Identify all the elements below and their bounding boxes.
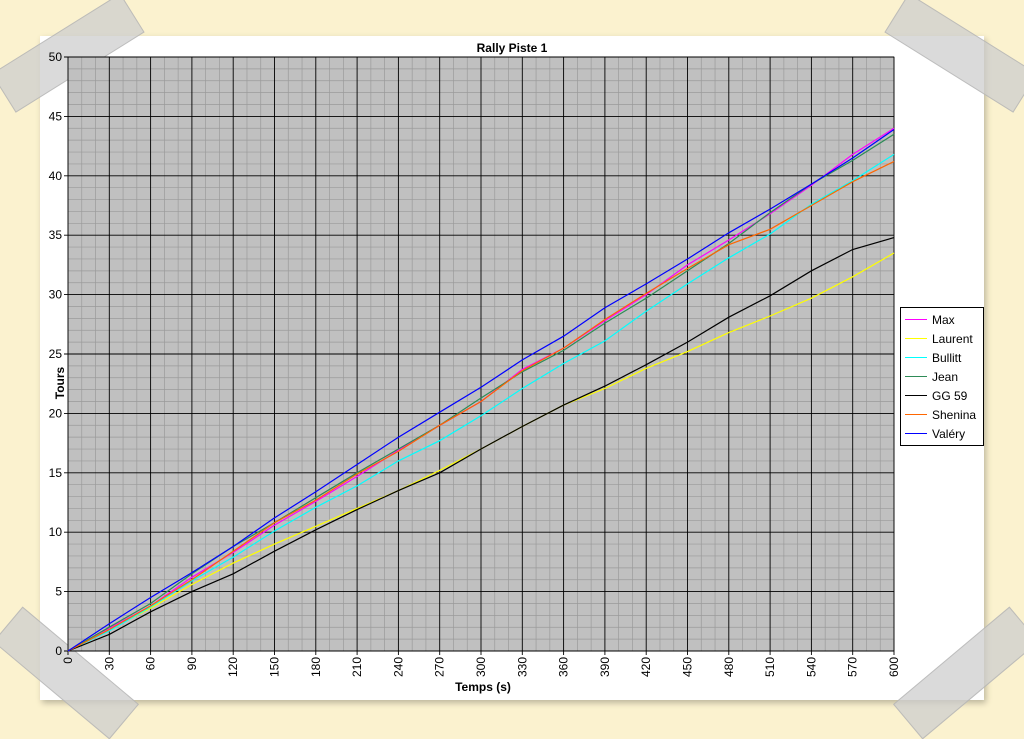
x-tick-label: 390 [598, 657, 612, 677]
legend-item: Bullitt [901, 348, 983, 367]
x-axis-label: Temps (s) [455, 680, 511, 694]
y-tick-label: 50 [49, 50, 63, 64]
series-line-gg-59 [67, 237, 895, 652]
series-line-shenina [67, 160, 895, 652]
legend-label: Jean [932, 369, 959, 384]
y-tick-label: 35 [49, 228, 63, 242]
x-tick-label: 570 [846, 657, 860, 677]
y-tick-label: 45 [49, 109, 63, 123]
x-tick-label: 0 [61, 657, 75, 664]
y-tick-label: 40 [49, 169, 63, 183]
x-tick-label: 480 [722, 657, 736, 677]
legend-label: Shenina [932, 407, 977, 422]
legend-label: Laurent [932, 331, 973, 346]
x-tick-labels: 0 30 60 90 120 150 180 210 240 270 300 330 360 390 420… [61, 657, 901, 677]
legend-swatch [905, 338, 927, 339]
legend-swatch [905, 433, 927, 434]
y-tick-labels: 0 5 10 15 20 25 30 35 40 45 50 [49, 50, 63, 658]
y-tick-label: 10 [49, 525, 63, 539]
y-tick-label: 15 [49, 466, 63, 480]
legend-item: Valéry [901, 424, 983, 443]
chart-legend: Max Laurent Bullitt Jean GG 59 Shenina Valéry [900, 307, 984, 446]
series-line-val-ry [67, 129, 895, 652]
legend-label: Valéry [932, 426, 966, 441]
chart-title: Rally Piste 1 [477, 41, 548, 55]
legend-swatch [905, 376, 927, 377]
y-tick-label: 25 [49, 347, 63, 361]
x-tick-label: 180 [309, 657, 323, 677]
legend-label: GG 59 [932, 388, 968, 403]
y-tick-label: 20 [49, 406, 63, 420]
x-tick-label: 600 [887, 657, 901, 677]
legend-item: Jean [901, 367, 983, 386]
major-gridlines [64, 56, 895, 655]
y-tick-label: 0 [55, 644, 62, 658]
legend-label: Bullitt [932, 350, 962, 365]
x-tick-label: 240 [391, 657, 405, 677]
x-tick-label: 330 [515, 657, 529, 677]
x-tick-label: 210 [350, 657, 364, 677]
legend-swatch [905, 414, 927, 415]
x-tick-label: 60 [144, 657, 158, 671]
series-line-jean [67, 133, 895, 652]
legend-swatch [905, 357, 927, 358]
x-tick-label: 420 [639, 657, 653, 677]
y-tick-label: 5 [55, 585, 62, 599]
legend-item: Max [901, 310, 983, 329]
legend-item: Shenina [901, 405, 983, 424]
x-tick-label: 360 [557, 657, 571, 677]
legend-swatch [905, 395, 927, 396]
x-tick-label: 120 [226, 657, 240, 677]
legend-item: Laurent [901, 329, 983, 348]
x-tick-label: 300 [474, 657, 488, 677]
x-tick-label: 150 [268, 657, 282, 677]
x-tick-label: 510 [763, 657, 777, 677]
series-lines [67, 127, 895, 652]
legend-item: GG 59 [901, 386, 983, 405]
y-axis-label: Tours [53, 366, 67, 399]
x-tick-label: 30 [102, 657, 116, 671]
x-tick-label: 450 [681, 657, 695, 677]
series-line-bullitt [67, 153, 895, 652]
legend-swatch [905, 319, 927, 320]
x-tick-label: 90 [185, 657, 199, 671]
x-tick-label: 540 [804, 657, 818, 677]
legend-label: Max [932, 312, 955, 327]
x-tick-label: 270 [433, 657, 447, 677]
y-tick-label: 30 [49, 288, 63, 302]
